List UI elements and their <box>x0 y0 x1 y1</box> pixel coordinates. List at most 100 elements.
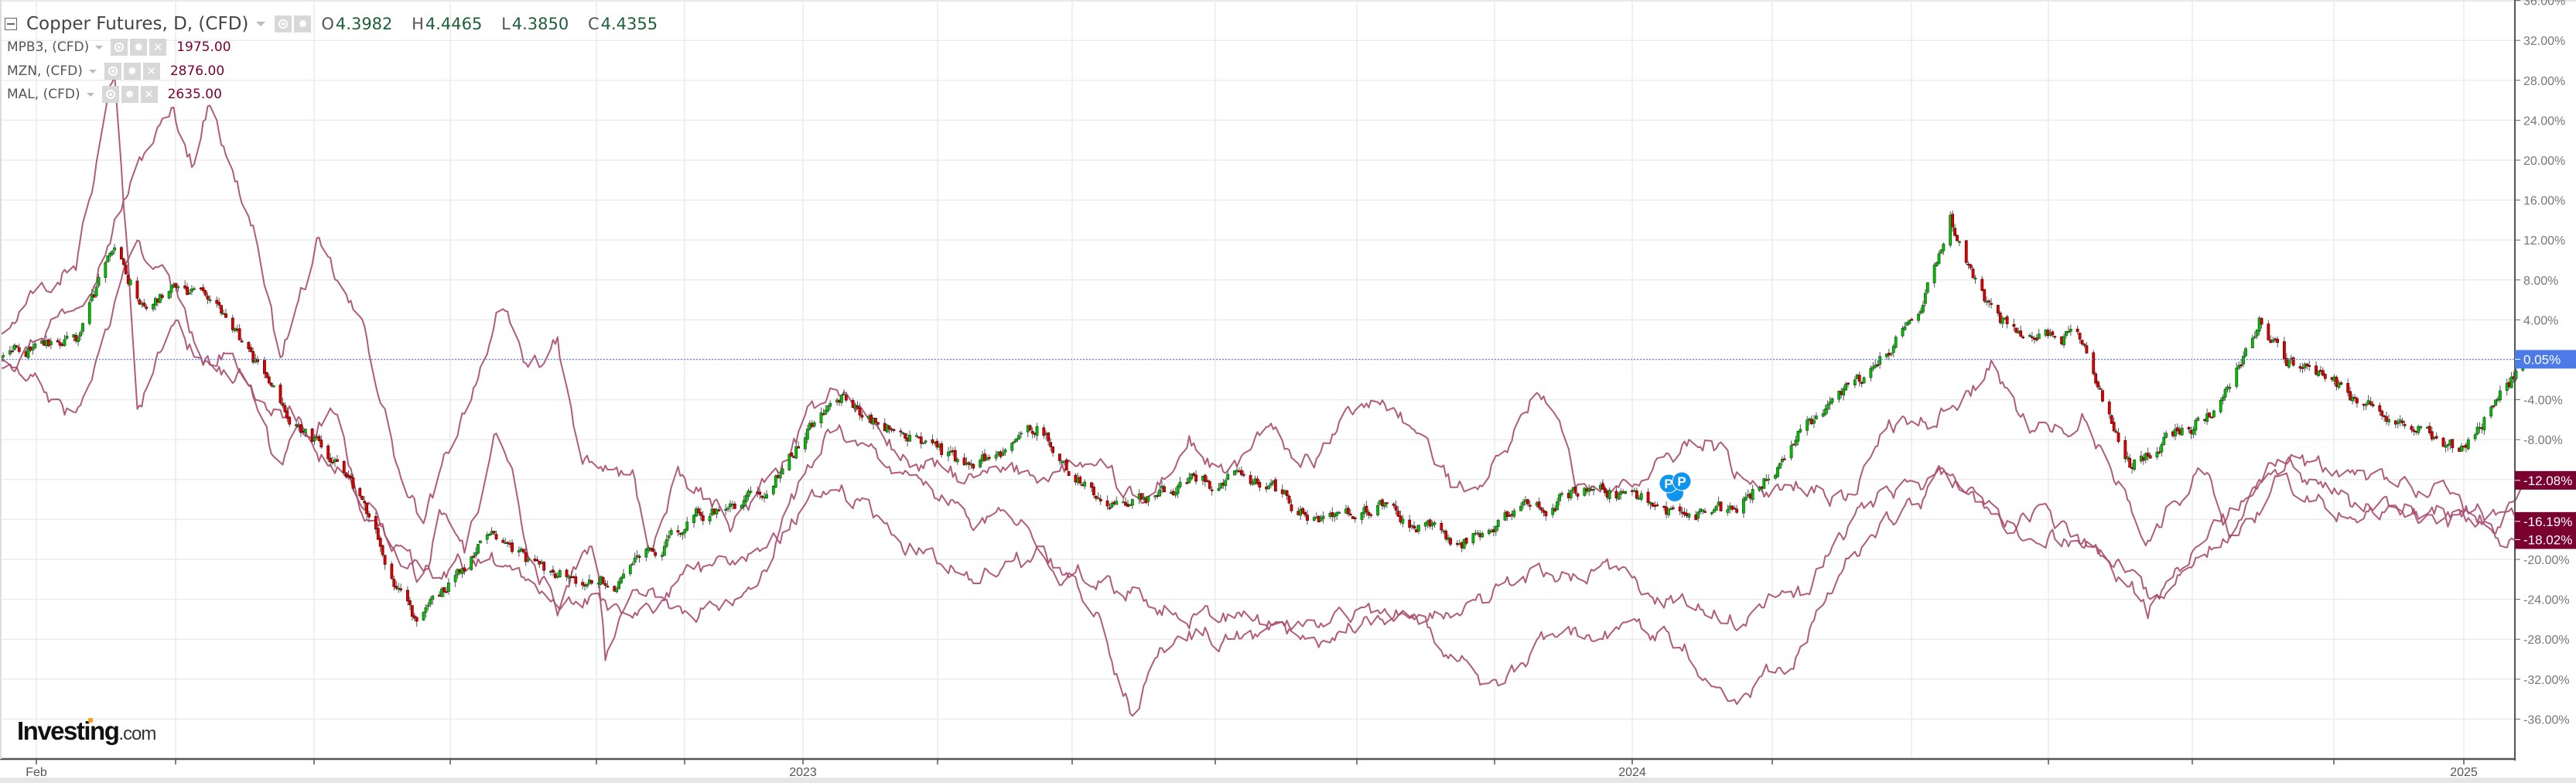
candle-down <box>2412 429 2416 433</box>
y-tick-label: -4.00% <box>2523 395 2563 408</box>
candle-up <box>1844 383 1847 391</box>
overlay-name: MZN, (CFD) <box>7 63 83 79</box>
candle-down <box>329 457 333 463</box>
candle-down <box>2114 431 2118 433</box>
high-value: 4.4465 <box>425 15 483 33</box>
candle-up <box>2228 387 2232 389</box>
candle-up <box>1376 504 1379 515</box>
candle-down <box>1139 493 1143 500</box>
candle-down <box>654 552 657 556</box>
candle-up <box>1903 327 1907 330</box>
candle-down <box>310 428 314 442</box>
candle-up <box>2062 336 2065 346</box>
gear-icon[interactable]: ✹ <box>121 86 138 103</box>
close-icon[interactable]: ✕ <box>140 86 158 103</box>
x-tick-label: Feb <box>26 766 47 779</box>
candle-down <box>215 299 219 304</box>
candle-down <box>1194 474 1198 482</box>
candle-up <box>422 611 425 621</box>
caret-down-icon[interactable] <box>86 92 94 97</box>
candle-up <box>2164 433 2168 438</box>
candle-down <box>1242 474 1245 476</box>
candle-down <box>269 382 273 386</box>
candle-down <box>699 511 702 516</box>
candle-up <box>1423 522 1427 527</box>
candle-down <box>2012 323 2016 327</box>
eye-icon[interactable] <box>275 15 292 32</box>
candle-down <box>2094 373 2098 384</box>
overlay-value: 2635.00 <box>167 87 222 102</box>
candle-up <box>1889 353 1893 355</box>
candle-up <box>1146 495 1150 502</box>
eye-icon[interactable] <box>104 63 121 80</box>
candle-down <box>2128 457 2132 468</box>
candle-down <box>758 491 762 495</box>
candle-down <box>186 286 189 296</box>
eye-icon[interactable] <box>101 86 119 103</box>
close-icon[interactable]: ✕ <box>142 63 160 80</box>
last-value-label: 0.05% <box>2523 352 2561 367</box>
event-marker-label[interactable]: P <box>1664 477 1672 491</box>
collapse-icon[interactable] <box>5 18 17 30</box>
candle-down <box>1273 479 1277 492</box>
candle-down <box>231 317 234 330</box>
candle-down <box>247 342 251 350</box>
candle-up <box>2180 428 2184 436</box>
candle-down <box>935 440 939 448</box>
event-marker-label[interactable]: P <box>1677 474 1686 489</box>
caret-down-icon[interactable] <box>256 22 266 26</box>
candle-up <box>1712 509 1716 513</box>
candle-up <box>667 535 671 539</box>
caret-down-icon[interactable] <box>88 69 97 74</box>
candle-down <box>1408 519 1412 528</box>
candle-up <box>824 409 828 415</box>
candle-down <box>535 559 539 561</box>
candle-down <box>463 567 466 571</box>
candle-up <box>2155 451 2159 458</box>
candle-up <box>1639 493 1643 500</box>
candle-up <box>1335 512 1339 516</box>
candle-up <box>487 534 491 536</box>
candle-down <box>1678 506 1682 511</box>
legend-overlay-mpb3: MPB3, (CFD) ✹ ✕ 1975.00 <box>7 37 231 57</box>
candle-down <box>1108 507 1112 509</box>
candle-up <box>661 555 664 557</box>
candle-down <box>1969 264 1973 268</box>
candle-down <box>1573 487 1577 494</box>
candle-down <box>1303 511 1307 515</box>
candle-down <box>1956 234 1959 241</box>
candle-down <box>2305 363 2309 367</box>
candle-down <box>552 569 555 573</box>
candle-up <box>1224 480 1228 487</box>
candle-down <box>265 372 268 378</box>
last-value-label: -12.08% <box>2523 474 2572 488</box>
gear-icon[interactable]: ✹ <box>123 63 141 80</box>
candle-up <box>2160 444 2164 453</box>
candle-up <box>1853 379 1857 386</box>
candle-up <box>771 486 775 494</box>
gear-icon[interactable]: ✹ <box>130 39 148 56</box>
candle-down <box>2403 424 2407 426</box>
candle-down <box>1290 504 1293 511</box>
candle-up <box>1592 489 1595 491</box>
caret-down-icon[interactable] <box>95 45 104 50</box>
candle-down <box>1508 515 1512 517</box>
candle-up <box>2067 330 2070 333</box>
candle-down <box>2116 433 2120 443</box>
event-marker-circle[interactable] <box>1672 471 1692 491</box>
candle-up <box>188 292 191 295</box>
eye-icon[interactable] <box>111 39 128 56</box>
close-icon[interactable]: ✕ <box>149 39 167 56</box>
investing-logo[interactable]: Investing .com <box>17 716 156 746</box>
candle-up <box>1669 508 1672 511</box>
candle-up <box>1319 518 1323 521</box>
gear-icon[interactable]: ✹ <box>294 15 312 32</box>
candle-down <box>2157 451 2161 453</box>
candle-up <box>558 569 562 578</box>
candle-down <box>1544 511 1548 517</box>
candle-up <box>1338 511 1341 514</box>
candle-down <box>2441 437 2445 447</box>
candle-up <box>1742 498 1745 514</box>
